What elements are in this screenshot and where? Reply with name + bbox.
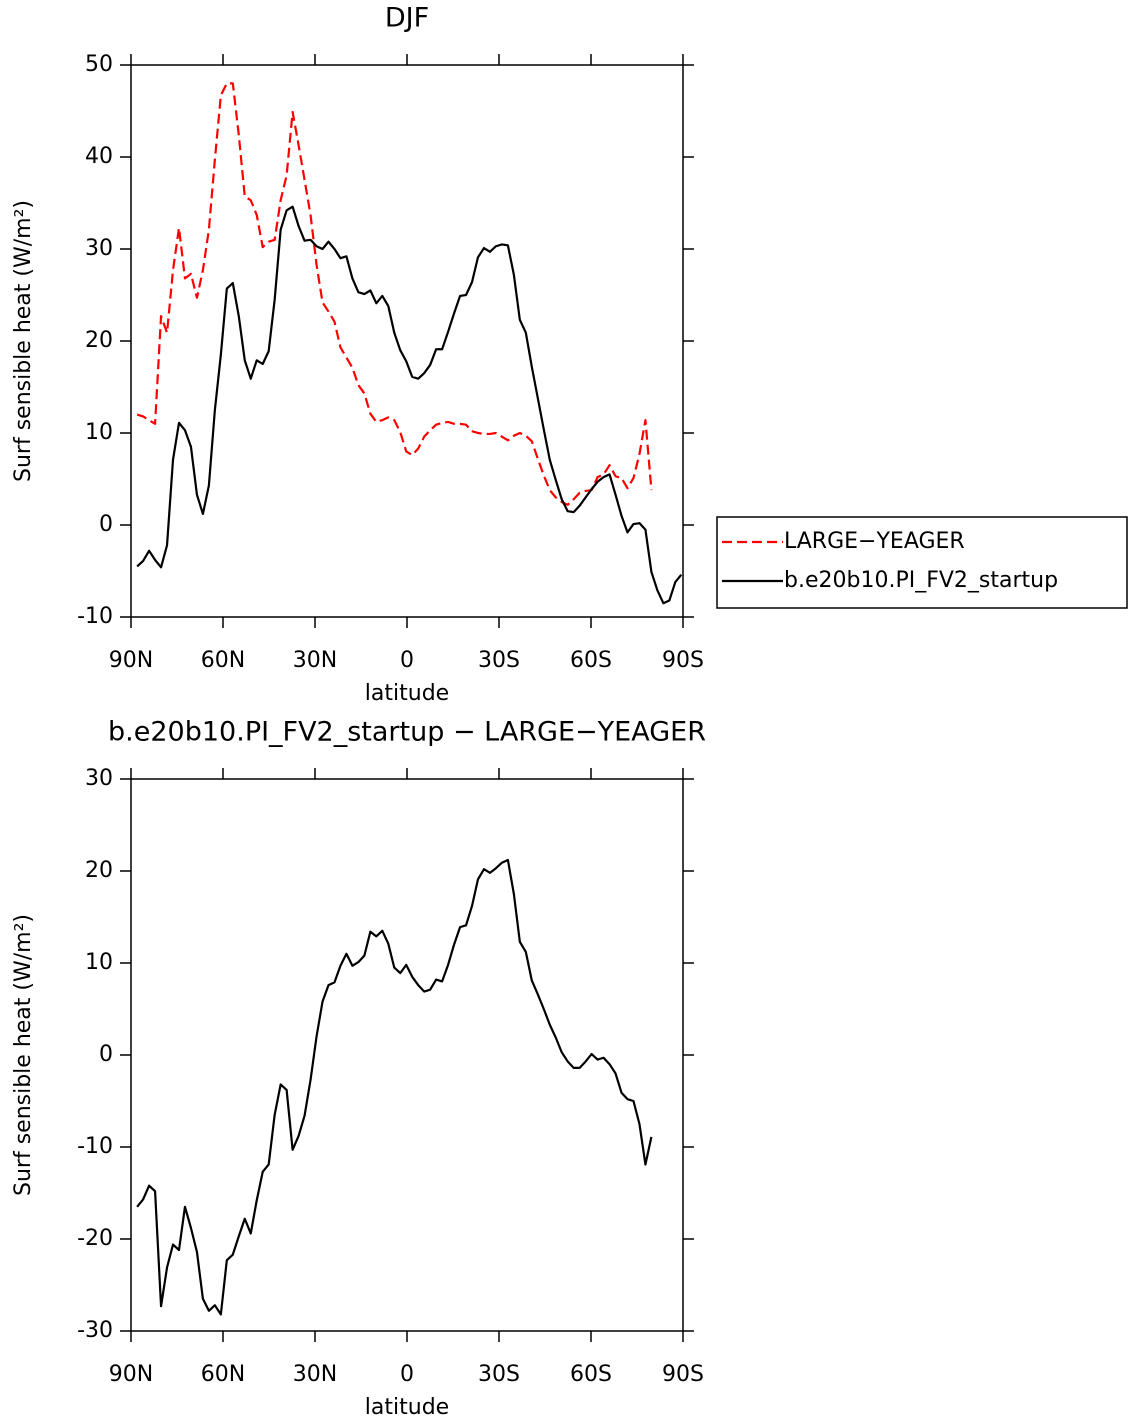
y-tick-label: 40 (85, 144, 113, 169)
legend-label: LARGE−YEAGER (784, 529, 965, 554)
y-axis-label: Surf sensible heat (W/m²) (11, 200, 36, 482)
y-axis-label: Surf sensible heat (W/m²) (11, 914, 36, 1196)
x-axis-label: latitude (365, 681, 449, 706)
x-tick-label: 0 (400, 648, 414, 673)
x-tick-label: 0 (400, 1362, 414, 1387)
plot-frame (130, 778, 684, 1332)
y-tick-label: 30 (85, 766, 113, 791)
y-tick-label: -10 (77, 604, 113, 629)
legend-label: b.e20b10.PI_FV2_startup (784, 568, 1058, 593)
y-tick-label: 20 (85, 858, 113, 883)
data-line (136, 858, 653, 1316)
x-tick-label: 60N (201, 648, 245, 673)
y-tick-label: 10 (85, 420, 113, 445)
y-tick-label: 10 (85, 950, 113, 975)
x-tick-label: 90N (109, 1362, 153, 1387)
y-tick-label: -30 (77, 1318, 113, 1343)
x-tick-label: 60S (570, 1362, 612, 1387)
chart-title: b.e20b10.PI_FV2_startup − LARGE−YEAGER (108, 717, 706, 748)
x-tick-label: 30S (478, 1362, 520, 1387)
y-tick-label: 20 (85, 328, 113, 353)
x-tick-label: 30S (478, 648, 520, 673)
x-tick-label: 90S (662, 1362, 704, 1387)
x-tick-label: 30N (293, 1362, 337, 1387)
y-tick-label: -10 (77, 1134, 113, 1159)
data-line (136, 82, 653, 506)
x-tick-label: 60S (570, 648, 612, 673)
y-tick-label: 50 (85, 52, 113, 77)
legend-box (716, 516, 1128, 609)
x-tick-label: 60N (201, 1362, 245, 1387)
plot-frame (130, 64, 684, 618)
y-tick-label: 30 (85, 236, 113, 261)
y-tick-label: 0 (99, 1042, 113, 1067)
data-line (136, 205, 683, 605)
y-tick-label: -20 (77, 1226, 113, 1251)
chart-title: DJF (385, 3, 429, 34)
x-tick-label: 90N (109, 648, 153, 673)
y-tick-label: 0 (99, 512, 113, 537)
x-tick-label: 30N (293, 648, 337, 673)
x-axis-label: latitude (365, 1395, 449, 1420)
x-tick-label: 90S (662, 648, 704, 673)
